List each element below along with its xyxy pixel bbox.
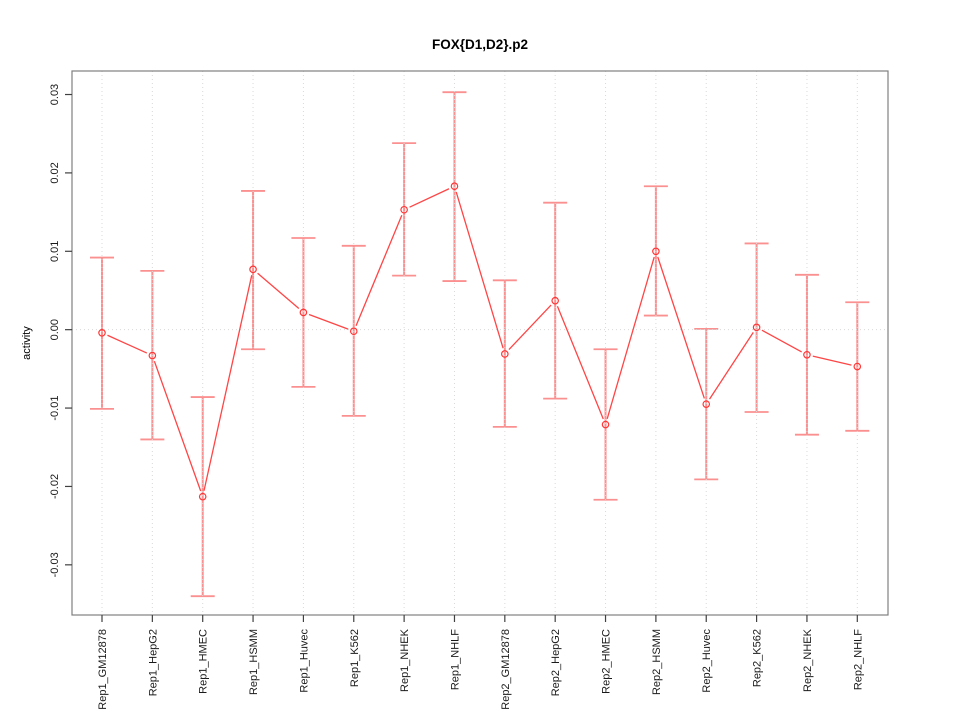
data-point	[249, 265, 257, 274]
x-tick-label: Rep2_K562	[752, 629, 764, 687]
plot-box	[71, 70, 889, 616]
data-point	[148, 351, 157, 360]
series-segment	[107, 334, 148, 354]
x-tick-label: Rep2_HSMM	[651, 629, 663, 695]
y-tick-label: 0.03	[49, 84, 61, 105]
chart-title: FOX{D1,D2}.p2	[431, 37, 529, 52]
series-segment	[606, 256, 655, 419]
series-segment	[812, 355, 852, 366]
data-point	[299, 308, 308, 317]
series-segment	[508, 304, 552, 351]
data-point	[601, 420, 610, 429]
x-tick-label: Rep1_HSMM	[248, 629, 260, 695]
x-tick-label: Rep2_HepG2	[550, 629, 562, 696]
y-tick-label: 0.00	[49, 319, 61, 340]
y-tick-label: -0.02	[49, 474, 61, 499]
series-segment	[409, 188, 450, 208]
data-point	[501, 350, 509, 358]
x-tick-label: Rep2_GM12878	[500, 629, 512, 710]
x-tick-label: Rep1_Huvec	[298, 629, 310, 693]
x-tick-label: Rep1_HepG2	[147, 629, 159, 696]
data-point	[450, 182, 459, 191]
series-segment	[355, 215, 403, 326]
x-tick-label: Rep1_NHEK	[399, 628, 411, 692]
data-point	[652, 247, 660, 256]
y-tick-label: 0.01	[49, 241, 61, 262]
x-tick-label: Rep1_NHLF	[449, 629, 461, 690]
series-segment	[308, 313, 349, 330]
x-tick-label: Rep1_HMEC	[198, 629, 210, 694]
data-point	[551, 296, 559, 305]
data-point	[98, 329, 106, 337]
series-segment	[203, 275, 253, 491]
y-tick-label: -0.01	[49, 396, 61, 421]
series-segment	[556, 305, 604, 420]
y-tick-label: -0.03	[49, 552, 61, 577]
data-point	[803, 350, 811, 359]
series-segment	[708, 331, 754, 400]
series-segment	[761, 329, 802, 353]
data-point	[349, 327, 358, 336]
series-segment	[657, 256, 705, 399]
series-segment	[153, 360, 202, 492]
x-tick-label: Rep2_NHLF	[852, 629, 864, 690]
x-tick-label: Rep2_NHEK	[802, 628, 814, 692]
data-point	[853, 362, 862, 371]
data-point	[752, 323, 761, 332]
series-segment	[257, 272, 300, 310]
data-point	[702, 400, 711, 408]
x-tick-label: Rep2_HMEC	[601, 629, 613, 694]
x-tick-label: Rep1_K562	[349, 629, 361, 687]
x-tick-label: Rep1_GM12878	[97, 629, 109, 710]
y-tick-label: 0.02	[49, 162, 61, 183]
data-point	[400, 205, 408, 214]
x-tick-label: Rep2_Huvec	[701, 629, 713, 693]
data-point	[198, 492, 207, 501]
series-segment	[455, 191, 504, 349]
